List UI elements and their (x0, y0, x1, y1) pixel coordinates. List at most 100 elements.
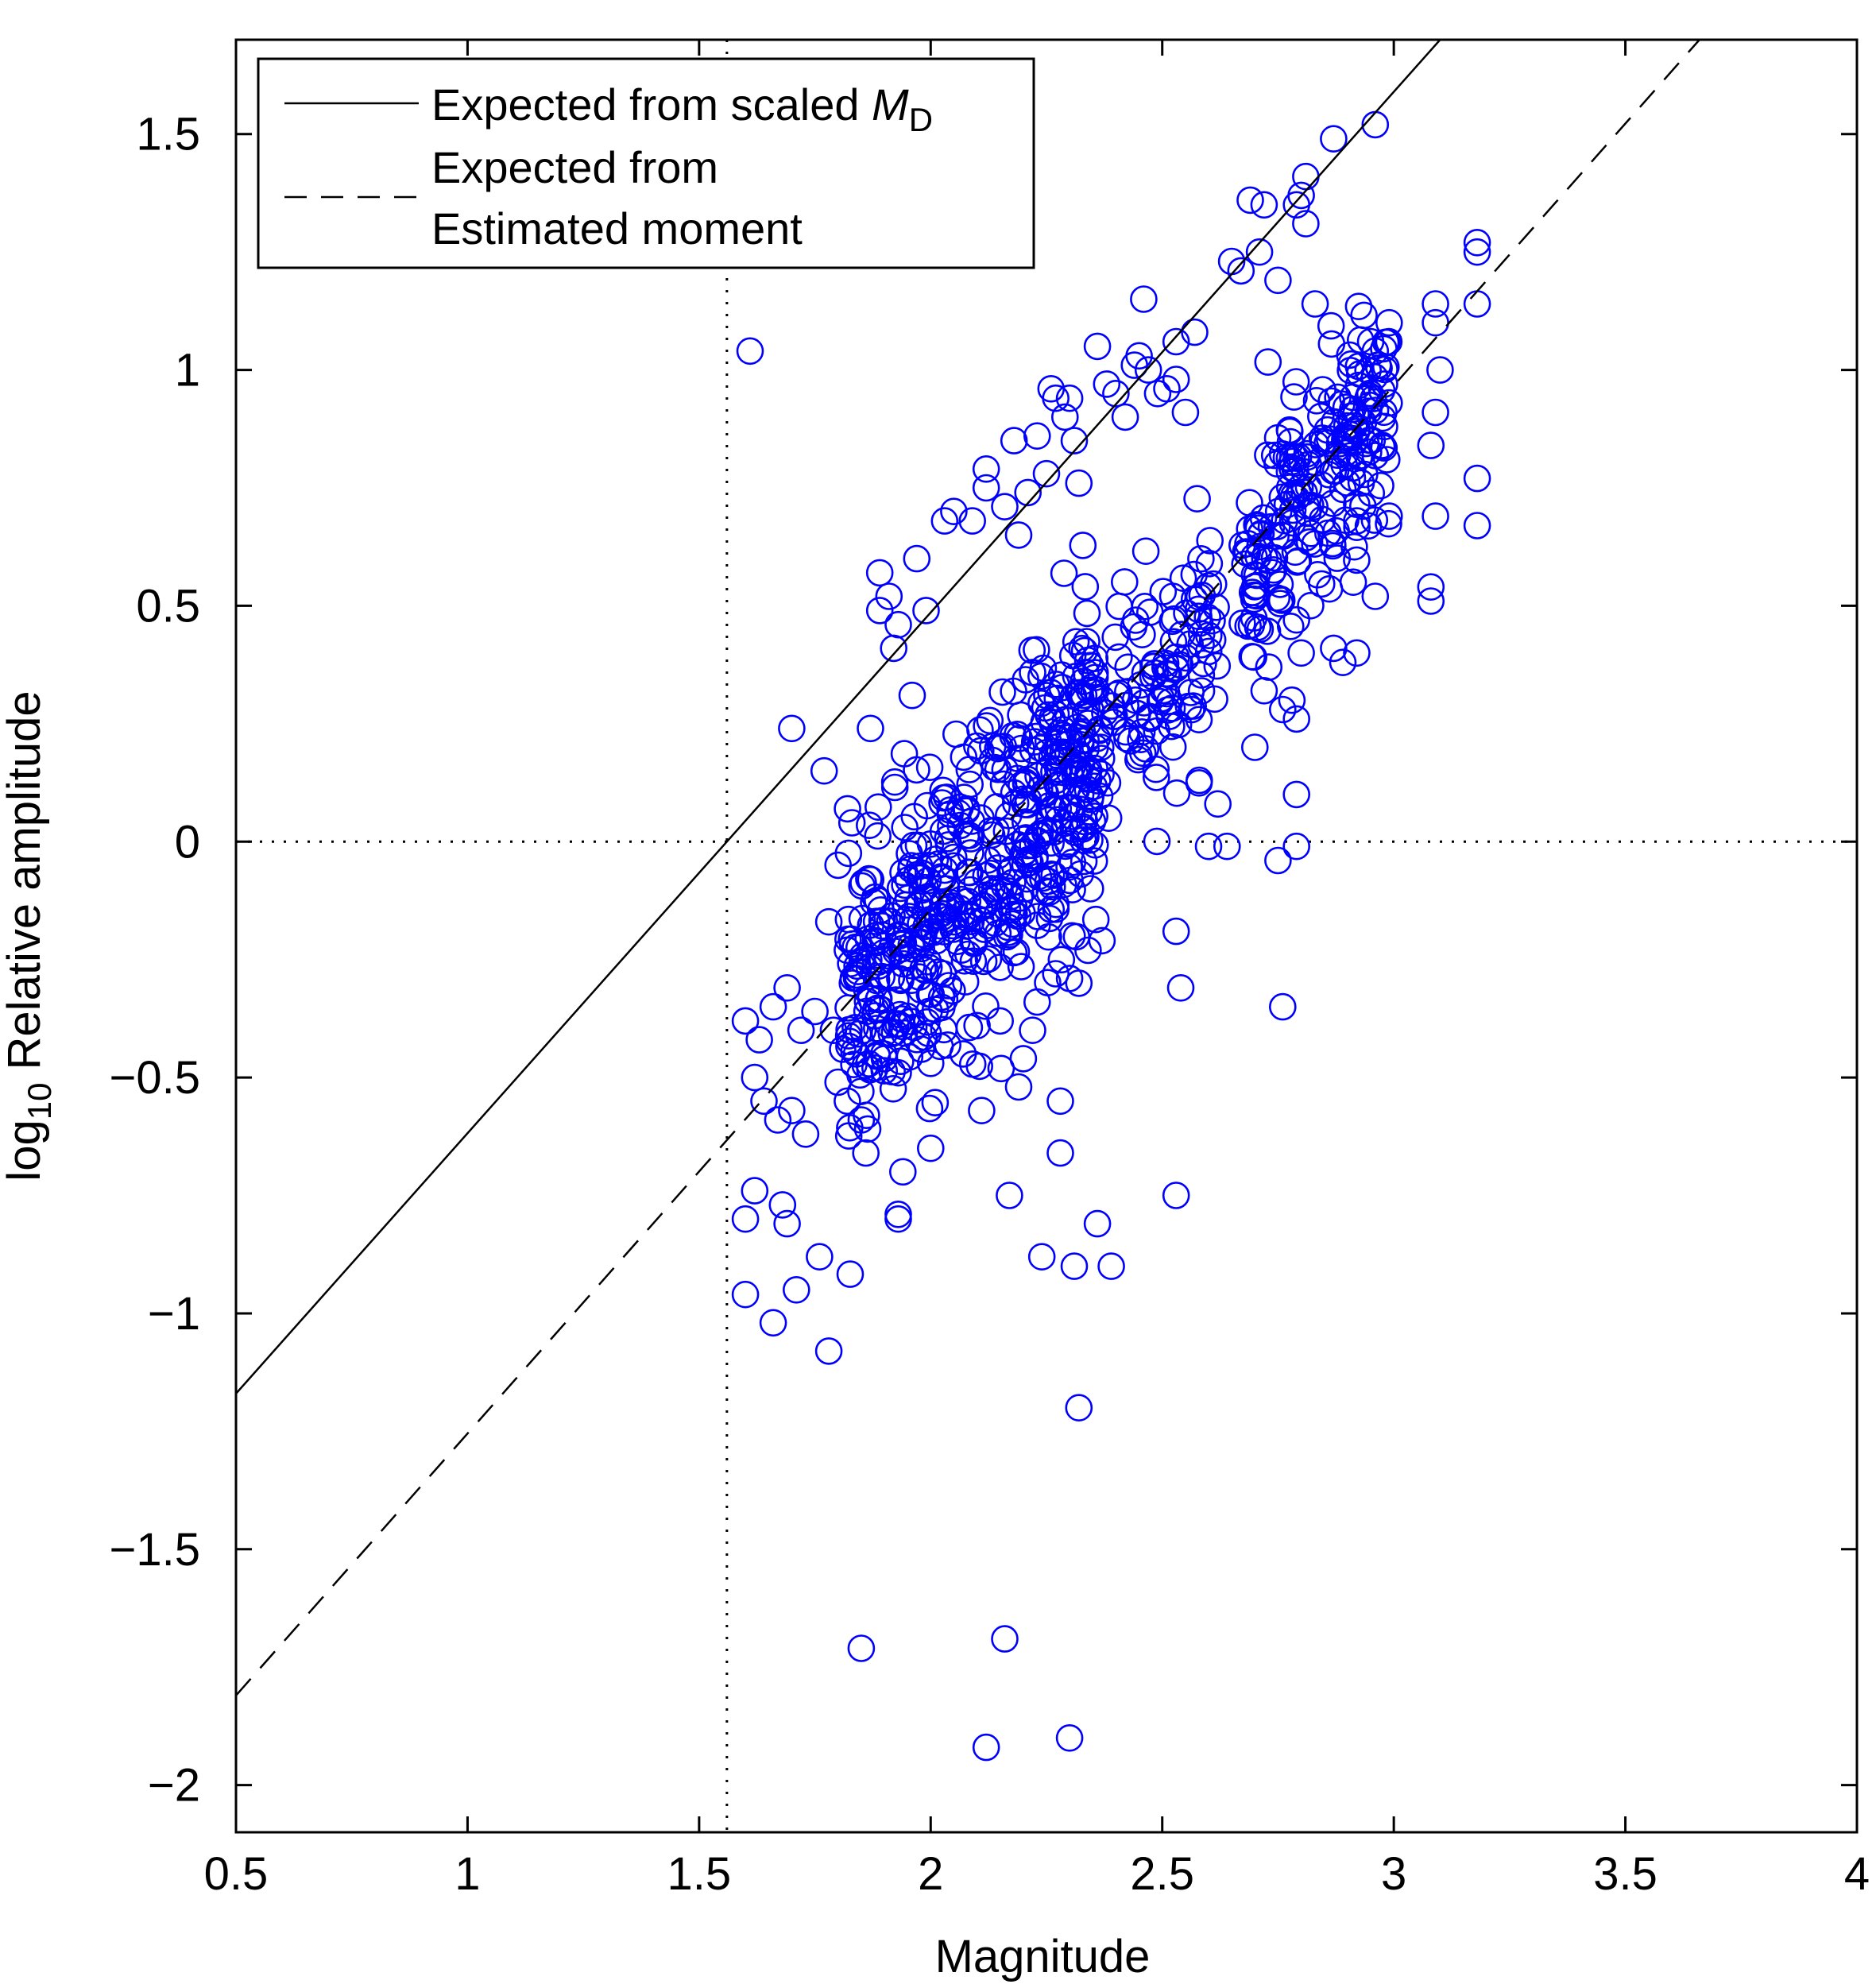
data-point (906, 852, 934, 880)
data-point (1422, 398, 1449, 427)
data-point (1081, 644, 1109, 673)
data-point (877, 963, 906, 992)
data-point (1004, 764, 1031, 793)
data-point (1269, 695, 1297, 724)
data-point (778, 1096, 806, 1124)
data-point (1204, 790, 1232, 818)
data-point (1058, 922, 1086, 950)
data-point (1343, 513, 1371, 542)
data-point (1063, 754, 1091, 783)
data-point (1055, 384, 1084, 412)
data-point (950, 783, 978, 811)
data-point (1246, 532, 1274, 561)
data-point (1134, 356, 1162, 384)
data-point (1093, 768, 1122, 797)
data-point (1282, 705, 1310, 733)
data-point (929, 776, 957, 805)
y-axis-log: log (0, 1120, 50, 1181)
data-point (1319, 457, 1348, 485)
data-point (1162, 327, 1190, 356)
data-point (965, 894, 994, 922)
data-point (1367, 471, 1394, 500)
data-point (968, 1096, 996, 1124)
data-point (956, 876, 984, 904)
x-tick-labels: 0.5 1 1.5 2 2.5 3 3.5 4 (204, 1848, 1870, 1900)
data-point (912, 597, 940, 625)
data-point (930, 1015, 958, 1044)
data-point (1116, 727, 1145, 755)
data-point (1070, 667, 1097, 695)
data-point (1188, 581, 1216, 609)
data-point (1024, 862, 1053, 891)
data-point (1162, 917, 1190, 946)
data-point (903, 756, 930, 784)
data-point (1331, 422, 1359, 451)
data-point (1371, 412, 1398, 441)
data-point (1181, 318, 1209, 346)
data-point (991, 493, 1019, 521)
data-point (1068, 717, 1097, 746)
data-point (1280, 383, 1308, 411)
data-point (1127, 725, 1155, 754)
data-point (1060, 1252, 1089, 1280)
data-point (1149, 676, 1178, 705)
data-point (1282, 832, 1310, 861)
data-point (778, 714, 806, 743)
data-point (1018, 636, 1046, 664)
data-point (947, 936, 976, 964)
data-point (1166, 974, 1195, 1002)
data-point (937, 813, 965, 841)
data-point (1227, 257, 1255, 285)
data-point (1241, 733, 1269, 761)
data-point (1042, 895, 1070, 923)
data-point (1102, 379, 1130, 408)
data-point (928, 899, 956, 927)
y-axis-subscript: 10 (21, 1083, 58, 1120)
data-point (1004, 521, 1033, 549)
data-point (745, 1026, 773, 1054)
data-point (1242, 571, 1271, 600)
x-tick-label: 1.5 (667, 1848, 732, 1900)
data-point (944, 799, 972, 827)
data-point (1037, 861, 1066, 888)
data-point (1361, 337, 1390, 365)
data-point (864, 822, 892, 850)
data-point (1060, 427, 1089, 454)
y-tick-label: −2 (148, 1760, 200, 1812)
data-point (852, 1139, 880, 1167)
data-point (1237, 611, 1266, 640)
data-point (988, 834, 1016, 863)
data-point (1292, 210, 1320, 238)
x-tick-label: 2.5 (1130, 1848, 1194, 1900)
data-point (887, 1047, 915, 1075)
data-point (1287, 639, 1315, 667)
y-tick-label: 0 (175, 816, 200, 868)
data-point (1319, 489, 1347, 517)
data-point (1317, 311, 1345, 340)
data-point (972, 1733, 1000, 1762)
legend-math-m: M (872, 79, 909, 130)
data-point (1171, 398, 1200, 427)
data-point (862, 907, 891, 935)
legend-box (257, 57, 1035, 269)
data-point (898, 681, 926, 710)
data-point (1088, 926, 1116, 955)
data-point (969, 947, 998, 976)
data-point (1074, 936, 1102, 965)
data-point (819, 1016, 848, 1044)
data-point (963, 868, 991, 896)
data-point (865, 559, 894, 587)
data-point (972, 454, 1000, 483)
data-point (1044, 755, 1072, 783)
data-point (1264, 846, 1292, 875)
data-point (1042, 384, 1070, 412)
data-point (1065, 740, 1093, 768)
data-point (915, 753, 944, 782)
estimated-moment-line (236, 40, 1700, 1696)
data-point (1071, 699, 1100, 727)
data-point (801, 997, 829, 1026)
data-point (1301, 290, 1329, 318)
data-point (1263, 424, 1292, 452)
data-point (1023, 422, 1051, 451)
data-point (1158, 712, 1186, 741)
